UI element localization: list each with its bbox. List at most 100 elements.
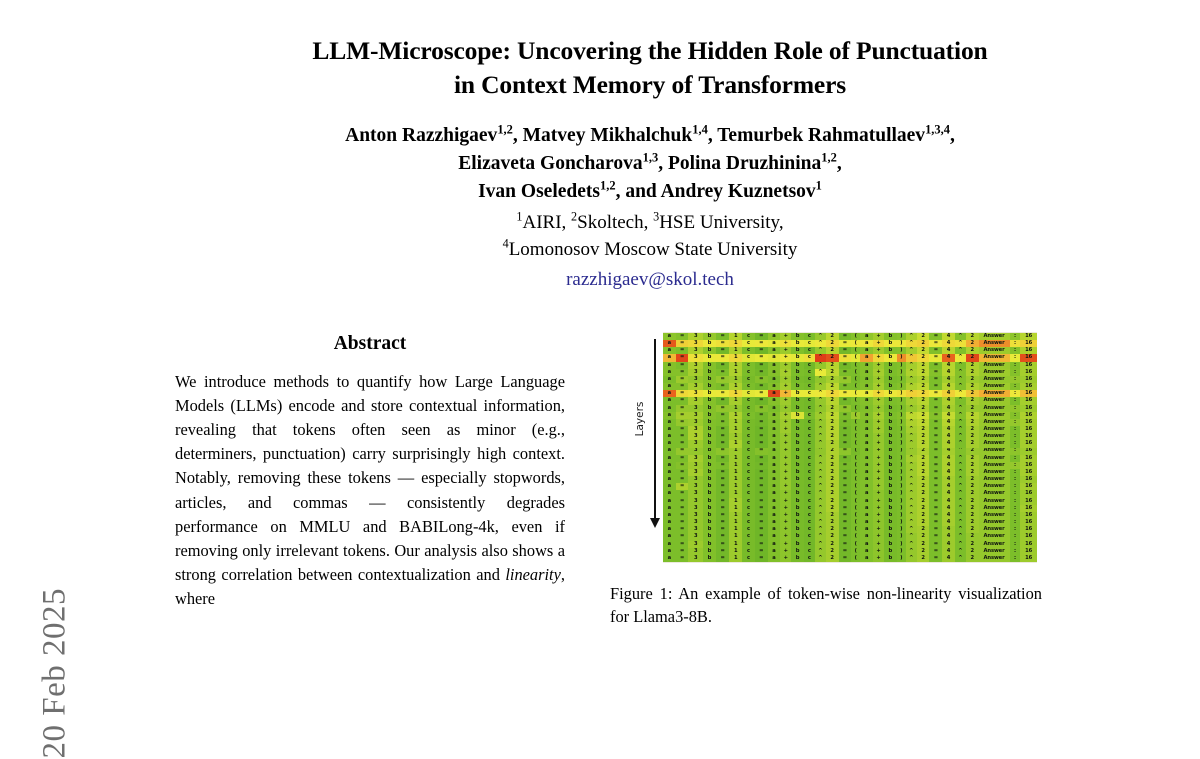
heatmap-cell: : [1009,504,1021,512]
heatmap-cell: = [675,361,689,369]
heatmap-cell: : [1009,447,1021,455]
heatmap-cell: 2 [965,476,979,484]
heatmap-cell: b [791,533,804,541]
heatmap-cell: ^ [905,397,917,405]
heatmap-cell: + [780,440,792,448]
heatmap-cell: a [767,333,781,341]
heatmap-cell: + [873,333,884,341]
heatmap-cell: 2 [916,354,930,362]
heatmap-cell: 1 [729,504,743,512]
heatmap-row: a = 3 b = 1 c = a + b c ^ 2 =(a + b) ^ 2 = 4 ^ 2 Answer:16 [663,490,1037,498]
heatmap-cell: b [703,383,716,391]
heatmap-cell: 3 [688,411,704,419]
heatmap-cell: 4 [942,375,955,384]
heatmap-cell: 16 [1020,440,1037,448]
heatmap-cell: : [1009,461,1021,469]
heatmap-cell: : [1009,433,1021,441]
heatmap-cell: 16 [1020,361,1037,369]
heatmap-cell: = [838,447,852,455]
contact-email[interactable]: razzhigaev@skol.tech [566,268,734,290]
heatmap-cell: a [860,390,874,398]
heatmap-cell: ( [851,397,861,405]
heatmap-cell: ^ [905,490,917,498]
heatmap-cell: a [767,354,781,362]
heatmap-cell: 2 [965,497,979,505]
heatmap-cell: ( [851,354,861,362]
heatmap-row: a = 3 b = 1 c = a + b c ^ 2 =(a + b) ^ 2 = 4 ^ 2 Answer:16 [663,504,1037,512]
heatmap-cell: ^ [814,390,826,398]
heatmap-cell: ^ [954,476,966,484]
heatmap-cell: 1 [729,368,743,376]
heatmap-cell: ( [851,426,861,434]
heatmap-cell: 2 [825,547,839,555]
heatmap-cell: + [780,447,792,455]
heatmap-cell: a [663,468,676,477]
heatmap-cell: = [754,333,768,341]
heatmap-cell: = [675,476,689,484]
heatmap-cell: 2 [825,375,839,384]
heatmap-cell: 3 [688,519,704,527]
heatmap-cell: : [1009,468,1021,477]
heatmap-cell: 2 [965,454,979,462]
heatmap-cell: b [883,511,897,520]
heatmap-cell: c [742,440,755,448]
heatmap-cell: b [883,361,897,369]
heatmap-cell: c [803,497,815,505]
heatmap-cell: 3 [688,533,704,541]
heatmap-cell: + [873,440,884,448]
heatmap-cell: c [803,368,815,376]
heatmap-row: a = 3 b = 1 c = a + b c ^ 2 =(a + b) ^ 2 = 4 ^ 2 Answer:16 [663,497,1037,505]
heatmap-cell: b [703,361,716,369]
heatmap-cell: b [791,433,804,441]
heatmap-cell: Answer [978,483,1010,491]
heatmap-cell: a [663,547,676,555]
heatmap-cell: = [929,554,943,562]
heatmap-cell: 4 [942,490,955,498]
heatmap-cell: Answer [978,461,1010,469]
heatmap-cell: b [791,340,804,348]
heatmap-cell: a [663,483,676,491]
heatmap-cell: ^ [905,368,917,376]
heatmap-cell: b [703,404,716,412]
heatmap-cell: = [675,368,689,376]
heatmap-cell: 1 [729,440,743,448]
heatmap-cell: = [715,447,730,455]
heatmap-cell: Answer [978,504,1010,512]
heatmap-cell: a [767,504,781,512]
heatmap-cell: 2 [965,461,979,469]
heatmap-row: a = 3 b = 1 c = a + b c ^ 2 =(a + b) ^ 2 = 4 ^ 2 Answer:16 [663,347,1037,355]
heatmap-cell: 4 [942,347,955,355]
heatmap-cell: Answer [978,447,1010,455]
heatmap-cell: Answer [978,533,1010,541]
heatmap-cell: c [803,354,815,362]
heatmap-cell: = [838,390,852,398]
author-affiliation-mark: 1,2 [599,178,616,193]
heatmap-cell: a [663,383,676,391]
heatmap-cell: 1 [729,476,743,484]
heatmap-cell: + [873,447,884,455]
heatmap-cell: ) [896,454,906,462]
heatmap-cell: c [742,333,755,341]
heatmap-cell: c [803,511,815,520]
heatmap-cell: 2 [916,497,930,505]
heatmap-cell: ^ [954,440,966,448]
heatmap-cell: + [780,461,792,469]
affiliation-mark: 3 [653,209,660,224]
heatmap-cell: ^ [814,490,826,498]
paper-title-line-2: in Context Memory of Transformers [453,69,847,99]
heatmap-cell: b [883,468,897,477]
heatmap-cell: = [715,468,730,477]
heatmap-cell: b [703,533,716,541]
heatmap-cell: 16 [1020,497,1037,505]
heatmap-cell: = [929,490,943,498]
heatmap-cell: 2 [965,547,979,555]
heatmap-cell: 2 [916,433,930,441]
heatmap-cell: Answer [978,361,1010,369]
heatmap-cell: = [675,511,689,520]
heatmap-cell: + [780,404,792,412]
heatmap-cell: + [873,426,884,434]
heatmap-cell: b [883,418,897,427]
heatmap-row: a = 3 b = 1 c = a + b c ^ 2 =(a + b) ^ 2 = 4 ^ 2 Answer:16 [663,526,1037,534]
heatmap-cell: = [838,497,852,505]
arxiv-date-stamp-text: 20 Feb 2025 [36,588,73,759]
